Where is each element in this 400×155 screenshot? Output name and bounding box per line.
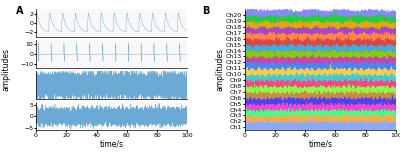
X-axis label: time/s: time/s bbox=[100, 139, 124, 148]
X-axis label: time/s: time/s bbox=[308, 139, 332, 148]
Text: B: B bbox=[202, 6, 209, 16]
Text: amplitudes: amplitudes bbox=[2, 48, 10, 91]
Text: A: A bbox=[16, 6, 24, 16]
Y-axis label: amplitudes: amplitudes bbox=[215, 48, 224, 91]
